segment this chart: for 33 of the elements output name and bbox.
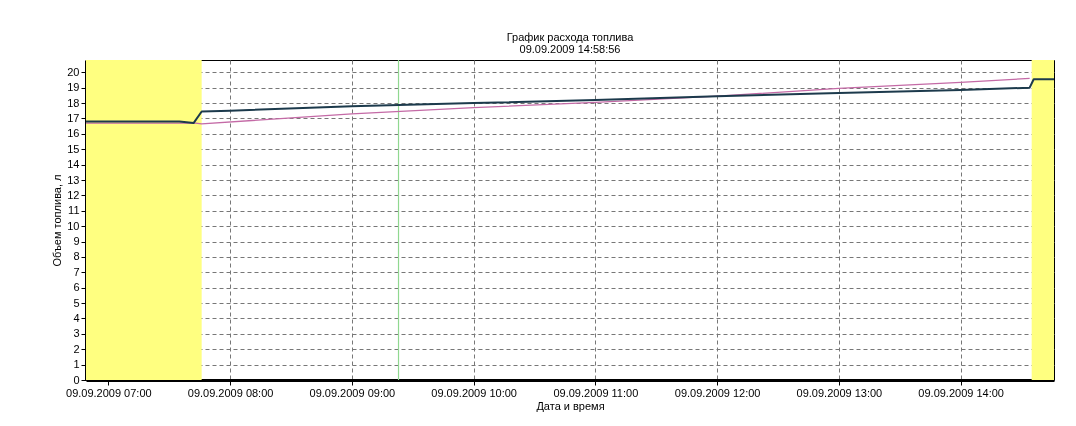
y-tick-label: 11 — [68, 204, 80, 217]
y-tick-label: 4 — [73, 311, 80, 324]
y-tick-label: 19 — [67, 81, 80, 94]
x-tick-label: 09.09.2009 10:00 — [431, 386, 517, 399]
y-tick-label: 0 — [73, 373, 80, 386]
x-axis-title: Дата и время — [536, 399, 605, 412]
y-tick-label: 10 — [67, 219, 80, 232]
y-tick-label: 6 — [73, 281, 80, 294]
x-tick-label: 09.09.2009 13:00 — [796, 386, 883, 399]
y-tick-label: 2 — [73, 342, 80, 355]
y-axis-title: Объем топлива, л — [51, 174, 64, 267]
x-tick-label: 09.09.2009 08:00 — [187, 386, 274, 399]
y-tick-label: 3 — [73, 327, 80, 340]
y-tick-label: 9 — [73, 235, 80, 248]
y-tick-label: 8 — [73, 250, 80, 263]
y-tick-label: 20 — [67, 65, 80, 78]
x-tick-label: 09.09.2009 11:00 — [553, 386, 639, 399]
y-tick-label: 1 — [73, 358, 80, 371]
x-tick-label: 09.09.2009 07:00 — [66, 386, 152, 399]
chart-subtitle: 09.09.2009 14:58:56 — [519, 43, 621, 56]
y-tick-label: 14 — [67, 158, 80, 171]
y-tick-label: 13 — [67, 173, 80, 186]
y-tick-label: 15 — [67, 142, 80, 155]
y-tick-label: 18 — [67, 96, 80, 109]
y-tick-label: 12 — [67, 188, 80, 201]
y-tick-label: 17 — [67, 111, 80, 124]
x-tick-label: 09.09.2009 12:00 — [674, 386, 761, 399]
chart-title: График расхода топлива — [506, 31, 635, 44]
y-tick-label: 7 — [73, 265, 80, 278]
x-tick-label: 09.09.2009 14:00 — [918, 386, 1004, 399]
x-tick-label: 09.09.2009 09:00 — [309, 386, 396, 399]
y-tick-label: 16 — [67, 127, 80, 140]
y-tick-label: 5 — [73, 296, 80, 309]
